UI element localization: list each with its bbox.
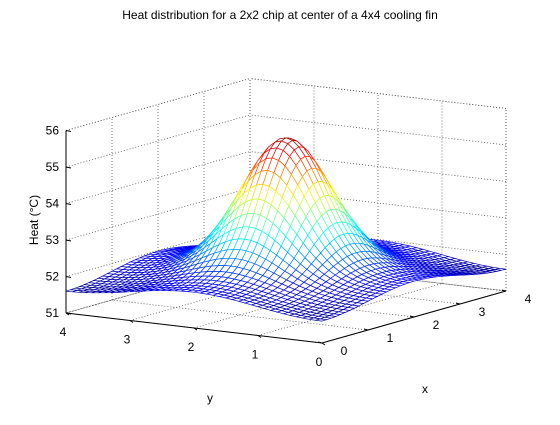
z-tick-mark xyxy=(66,131,71,132)
z-tick-label: 53 xyxy=(46,233,60,247)
z-tick-label: 55 xyxy=(46,160,60,174)
z-tick-label: 51 xyxy=(46,306,60,320)
z-tick-label: 56 xyxy=(46,124,60,138)
y-tick-label: 0 xyxy=(316,355,323,369)
z-tick-mark xyxy=(66,240,71,241)
x-tick-label: 0 xyxy=(341,344,348,358)
z-tick-mark xyxy=(66,277,71,278)
x-tick-label: 4 xyxy=(525,292,532,306)
y-tick-label: 1 xyxy=(252,348,259,362)
y-tick-label: 3 xyxy=(124,333,131,347)
chart-title: Heat distribution for a 2x2 chip at cent… xyxy=(0,8,560,22)
z-axis-label: Heat (°C) xyxy=(27,195,41,245)
z-tick-label: 54 xyxy=(46,197,60,211)
y-tick-label: 2 xyxy=(188,340,195,354)
surface-mesh xyxy=(66,138,506,321)
x-tick-label: 1 xyxy=(387,331,394,345)
z-tick-label: 52 xyxy=(46,270,60,284)
y-axis-label: y xyxy=(207,391,213,405)
z-tick-mark xyxy=(66,204,71,205)
y-tick-mark xyxy=(322,343,325,345)
z-tick-mark xyxy=(66,167,71,168)
x-tick-label: 3 xyxy=(479,305,486,319)
x-tick-label: 2 xyxy=(433,318,440,332)
y-tick-label: 4 xyxy=(60,325,67,339)
x-axis-label: x xyxy=(422,382,428,396)
